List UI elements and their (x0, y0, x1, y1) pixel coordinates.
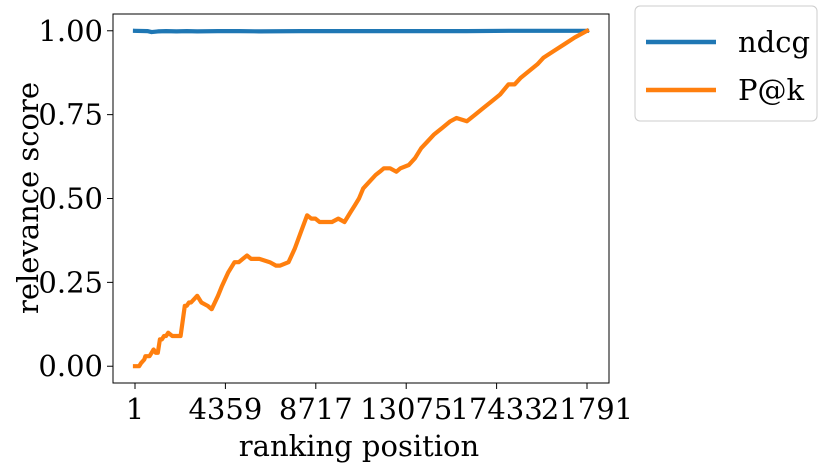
x-tick-label: 13075 (360, 392, 452, 426)
y-tick-label: 0.25 (38, 265, 103, 299)
x-axis-label: ranking position (239, 429, 479, 463)
legend-label-pak: P@k (738, 73, 805, 107)
y-tick-label: 1.00 (38, 14, 103, 48)
x-tick-label: 21791 (541, 392, 633, 426)
series-line-pk (132, 27, 590, 369)
plot-area (112, 13, 610, 384)
x-tick-label: 17433 (450, 392, 542, 426)
legend-label-ndcg: ndcg (738, 25, 810, 59)
y-tick-label: 0.50 (38, 182, 103, 216)
series-layer (132, 27, 590, 369)
legend: ndcg P@k (634, 5, 818, 122)
x-tick-label: 4359 (188, 392, 262, 426)
y-axis-label: relevance score (11, 82, 45, 314)
y-tick-label: 0.75 (38, 98, 103, 132)
x-tick-label: 1 (126, 392, 144, 426)
series-line-ndcg (132, 28, 590, 35)
y-tick-label: 0.00 (38, 349, 103, 383)
x-tick-label: 8717 (279, 392, 353, 426)
y-axis: 0.00 0.25 0.50 0.75 1.00 (38, 14, 113, 383)
